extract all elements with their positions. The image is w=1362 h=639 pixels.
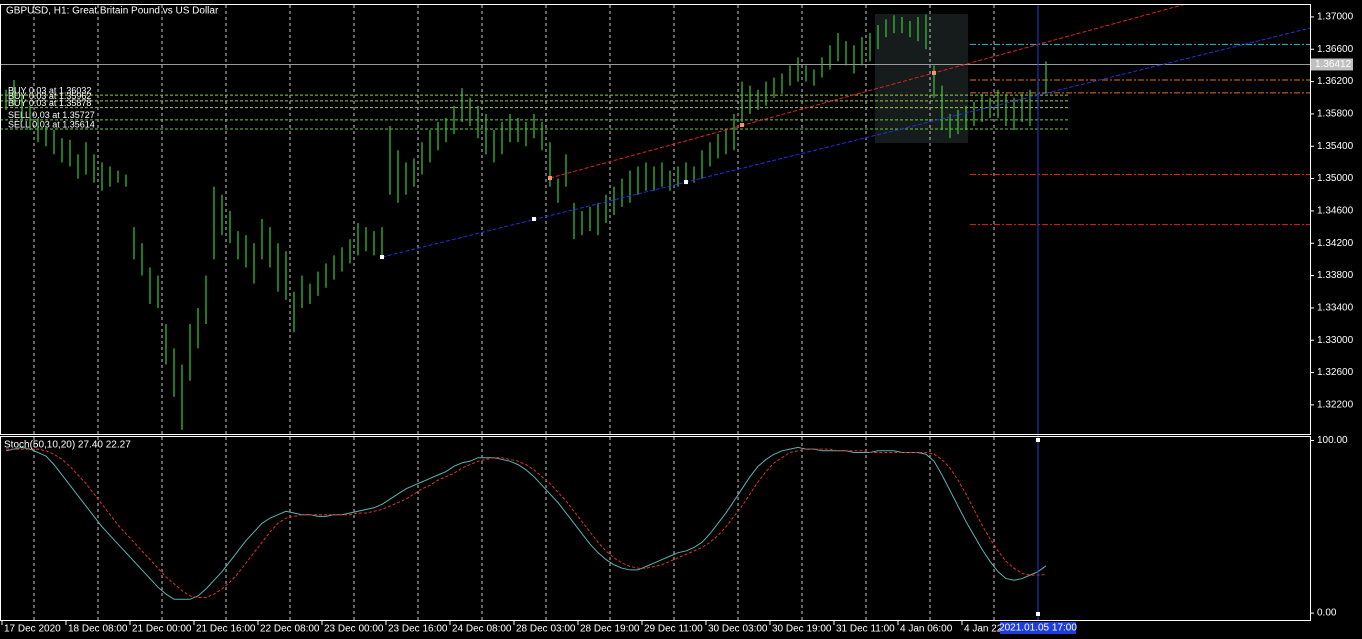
trendline-anchor [532,217,536,221]
x-tick-label: 31 Dec 11:00 [836,624,895,635]
trendline-anchor [380,255,384,260]
trendline [381,27,1310,258]
grid-layer: 1.37000 1.36600 1.36200 1.35800 1.35400 1.350… [1,5,1354,635]
stoch-frame [0,436,1311,621]
x-tick-label: 24 Dec 08:00 [452,624,512,635]
y-tick-label: 1.35000 [1317,173,1354,184]
y-tick-label: 1.34200 [1317,238,1354,249]
bid-label-box [1311,58,1353,71]
x-tick-label: 17 Dec 2020 [4,624,61,635]
x-tick-label: 23 Dec 16:00 [388,624,448,635]
x-tick-label: 30 Dec 03:00 [708,624,768,635]
x-tick-label: 21 Dec 16:00 [196,624,256,635]
x-tick-label: 30 Dec 19:00 [772,624,832,635]
y-tick-label: 1.33000 [1317,335,1354,346]
stoch-title: Stoch(50,10,20) 27.40 22.27 [4,440,131,451]
y-tick-label: 100.00 [1317,435,1348,446]
trendline-anchor [548,176,552,181]
x-tick-label: 29 Dec 11:00 [644,624,703,635]
x-tick-label: 22 Dec 08:00 [260,624,320,635]
y-tick-label: 1.32200 [1317,400,1354,411]
y-tick-label: 1.33400 [1317,303,1354,314]
y-tick-label: 1.33800 [1317,270,1354,281]
x-tick-label: 4 Jan 22:00 [964,624,1017,635]
y-tick-label: 1.34600 [1317,206,1354,217]
y-tick-label: 1.32600 [1317,367,1354,378]
stoch-line [5,446,1047,600]
stoch-line [6,448,1047,599]
y-tick-label: 1.36200 [1317,76,1354,87]
shaded-zone [875,14,968,143]
bid-label: 1.36412 [1315,59,1352,70]
y-tick-label: 1.35400 [1317,141,1354,152]
y-tick-label: 1.36600 [1317,44,1354,55]
chart-title: GBPUSD, H1: Great Britain Pound vs US Do… [6,6,219,17]
order-label: SELL 0.03 at 1.35614 [8,119,95,129]
y-tick-label: 1.37000 [1317,12,1354,23]
y-tick-label: 1.35800 [1317,109,1354,120]
cursor-handle [1036,438,1040,442]
cursor-handle [1036,612,1040,616]
cursor-label: 2021.01.05 17:00 [999,623,1077,634]
y-tick-label: 0.00 [1317,608,1337,619]
x-tick-label: 23 Dec 00:00 [324,624,384,635]
trendline-anchor [684,180,688,185]
trendline-anchor [932,70,936,75]
trendline-anchor [740,122,744,127]
x-tick-label: 18 Dec 08:00 [68,624,128,635]
x-tick-label: 4 Jan 06:00 [900,624,953,635]
price-frame [0,4,1311,435]
order-label: BUY 0.03 at 1.35962 [8,91,91,101]
x-tick-label: 28 Dec 19:00 [580,624,640,635]
order-label: BUY 0.03 at 1.36032 [8,86,91,96]
order-label: BUY 0.03 at 1.35878 [8,98,91,108]
order-label: SELL 0.03 at 1.35727 [8,110,95,120]
x-tick-label: 28 Dec 03:00 [516,624,576,635]
cursor-label-box [1000,622,1076,634]
x-tick-label: 21 Dec 00:00 [132,624,192,635]
